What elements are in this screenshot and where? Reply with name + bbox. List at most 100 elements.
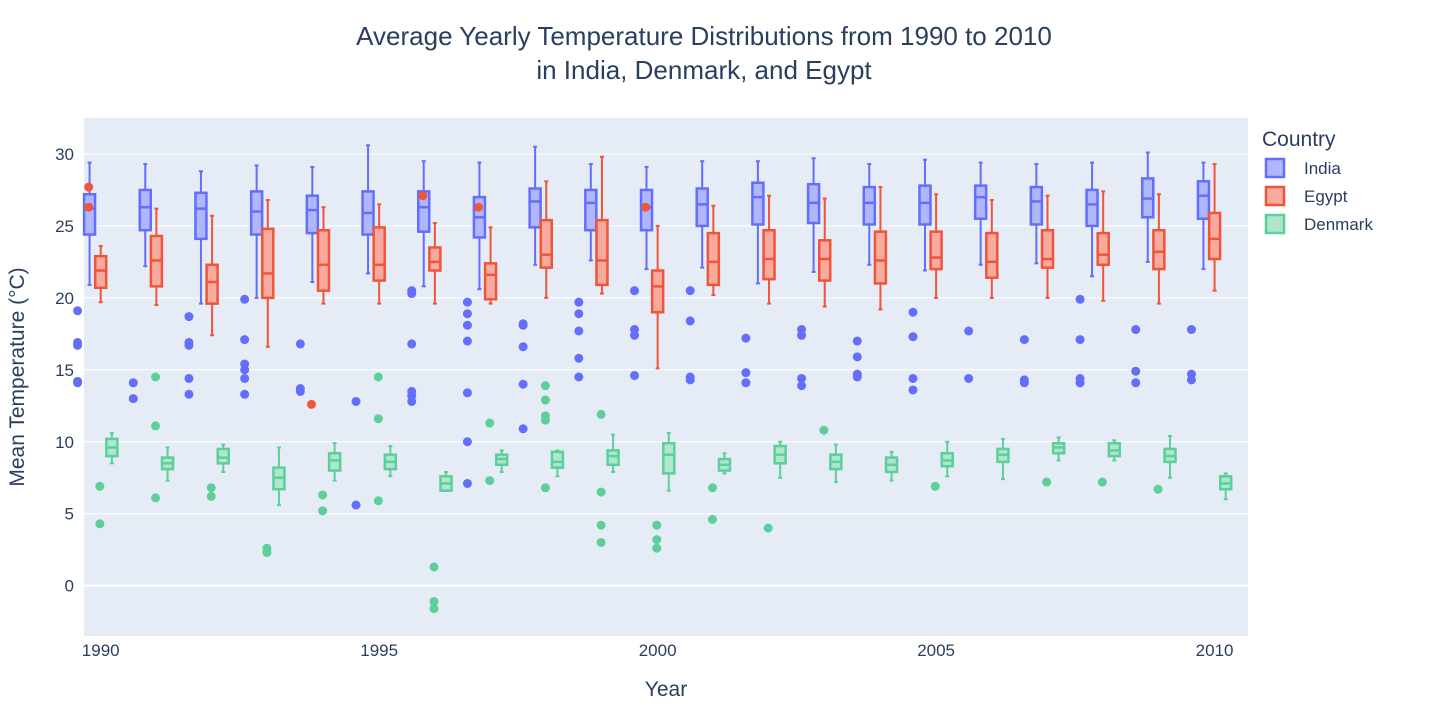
outlier-point xyxy=(151,493,161,503)
legend-swatch xyxy=(1264,213,1286,235)
iqr-box xyxy=(762,228,776,281)
box-denmark-2008 xyxy=(1097,439,1122,487)
box-india-2003 xyxy=(797,157,821,391)
outlier-point xyxy=(797,373,807,383)
outlier-point xyxy=(518,320,528,330)
box-denmark-1991 xyxy=(151,372,175,503)
box-india-2002 xyxy=(741,160,765,388)
box-egypt-1992 xyxy=(205,214,219,337)
iqr-box xyxy=(82,193,97,236)
box-denmark-1999 xyxy=(596,409,620,547)
box-denmark-2005 xyxy=(930,440,955,491)
iqr-box xyxy=(973,184,988,220)
outlier-point xyxy=(295,339,305,349)
legend-item-denmark: Denmark xyxy=(1264,213,1373,235)
outlier-point xyxy=(184,340,194,350)
box-denmark-1996 xyxy=(429,470,453,614)
outlier-point xyxy=(630,286,640,296)
outlier-point xyxy=(540,483,550,493)
x-tick-label: 2005 xyxy=(917,641,955,660)
iqr-box xyxy=(305,194,320,235)
outlier-point xyxy=(351,396,361,406)
outlier-point xyxy=(462,336,472,346)
outlier-point xyxy=(240,373,250,383)
box-egypt-2006 xyxy=(985,199,999,299)
chart-subtitle: in India, Denmark, and Egypt xyxy=(536,55,872,85)
iqr-box xyxy=(93,254,108,290)
box-denmark-2001 xyxy=(707,452,732,524)
x-tick-label: 2010 xyxy=(1196,641,1234,660)
box-india-1994 xyxy=(295,165,320,396)
outlier-point xyxy=(462,478,472,488)
outlier-point xyxy=(852,352,862,362)
outlier-point xyxy=(1153,484,1163,494)
outlier-point xyxy=(474,202,484,212)
legend-item-egypt: Egypt xyxy=(1264,185,1348,207)
iqr-box xyxy=(1152,228,1166,271)
plot-background xyxy=(84,118,1248,636)
box-egypt-1996 xyxy=(418,191,442,305)
iqr-box xyxy=(483,262,498,301)
outlier-point xyxy=(652,520,662,530)
iqr-box xyxy=(216,447,230,465)
x-tick-label: 2000 xyxy=(639,641,677,660)
legend-item-india: India xyxy=(1264,157,1341,179)
outlier-point xyxy=(206,483,216,493)
y-tick-label: 25 xyxy=(55,217,74,236)
box-egypt-2010 xyxy=(1207,163,1222,292)
outlier-point xyxy=(1019,378,1029,388)
outlier-point xyxy=(462,437,472,447)
outlier-point xyxy=(128,378,138,388)
outlier-point xyxy=(852,336,862,346)
outlier-point xyxy=(1186,375,1196,385)
outlier-point xyxy=(964,326,974,336)
outlier-point xyxy=(1075,378,1085,388)
outlier-point xyxy=(262,548,272,558)
outlier-point xyxy=(630,330,640,340)
plot-area: 0 5 10 15 20 25 30 1990 1995 2000 2005 2010 xyxy=(55,118,1248,660)
box-india-2009 xyxy=(1131,151,1155,388)
outlier-point xyxy=(518,379,528,389)
series-india xyxy=(73,144,1211,510)
outlier-point xyxy=(1075,294,1085,304)
outlier-point xyxy=(630,371,640,381)
outlier-point xyxy=(652,543,662,553)
outlier-point xyxy=(1019,335,1029,345)
outlier-point xyxy=(908,307,918,317)
y-tick-label: 10 xyxy=(55,433,74,452)
box-india-2005 xyxy=(908,158,932,395)
outlier-point xyxy=(318,506,328,516)
outlier-point xyxy=(797,381,807,391)
iqr-box xyxy=(1040,228,1055,269)
iqr-box xyxy=(138,188,153,232)
box-egypt-1994 xyxy=(306,206,331,409)
outlier-point xyxy=(240,365,250,375)
iqr-box xyxy=(862,185,877,226)
iqr-box xyxy=(550,450,565,469)
outlier-point xyxy=(574,353,584,363)
outlier-point xyxy=(641,202,651,212)
outlier-point xyxy=(73,378,83,388)
outlier-point xyxy=(429,562,439,572)
iqr-box xyxy=(751,181,765,226)
outlier-point xyxy=(1131,378,1141,388)
iqr-box xyxy=(595,218,609,287)
outlier-point xyxy=(429,604,439,614)
outlier-point xyxy=(318,490,328,500)
outlier-point xyxy=(930,481,940,491)
iqr-box xyxy=(1096,231,1110,267)
outlier-point xyxy=(852,372,862,382)
outlier-point xyxy=(407,289,417,299)
box-india-2008 xyxy=(1075,161,1099,388)
outlier-point xyxy=(518,342,528,352)
box-india-1992 xyxy=(184,170,208,399)
box-denmark-1998 xyxy=(540,381,565,493)
outlier-point xyxy=(1075,335,1085,345)
box-egypt-2008 xyxy=(1096,190,1110,302)
outlier-point xyxy=(1131,366,1141,376)
outlier-point xyxy=(462,388,472,398)
outlier-point xyxy=(84,182,94,192)
outlier-point xyxy=(540,415,550,425)
box-india-1998 xyxy=(518,145,542,434)
box-egypt-2002 xyxy=(762,194,776,305)
